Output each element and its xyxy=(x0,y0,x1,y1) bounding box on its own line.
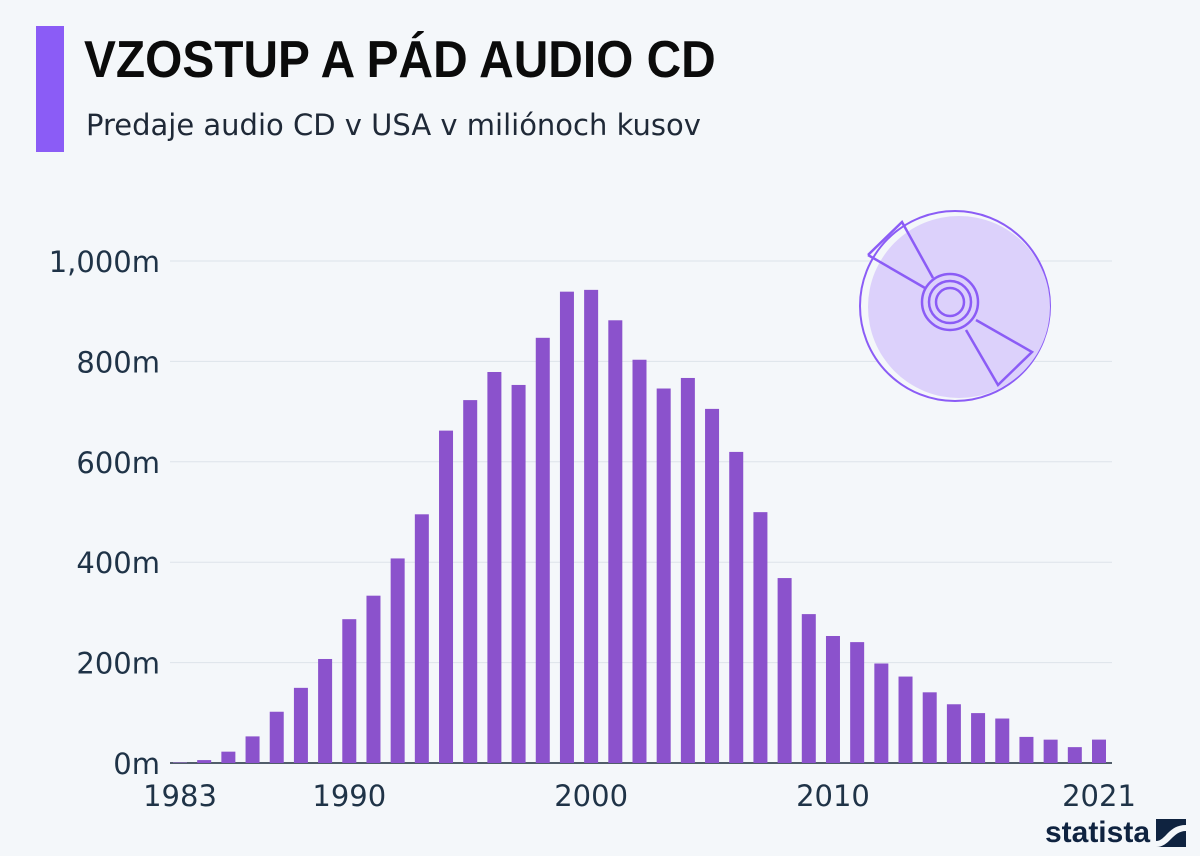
bar-2004 xyxy=(680,377,695,763)
bar-1995 xyxy=(463,400,478,763)
bar-1997 xyxy=(511,384,526,763)
bar-2021 xyxy=(1092,739,1106,763)
bar-1994 xyxy=(439,430,454,763)
statista-logo: statista xyxy=(1045,816,1186,850)
brand-name: statista xyxy=(1044,816,1150,849)
bar-1986 xyxy=(245,736,260,763)
bar-2019 xyxy=(1043,739,1058,763)
y-tick-label: 0m xyxy=(113,747,160,781)
bar-2008 xyxy=(777,578,792,763)
bar-2003 xyxy=(656,388,671,763)
y-tick-label: 200m xyxy=(76,647,160,681)
cd-disc-icon xyxy=(859,210,1051,402)
bar-1991 xyxy=(366,595,381,763)
statista-logo-icon xyxy=(1156,819,1186,847)
bar-2001 xyxy=(608,320,623,763)
bar-2017 xyxy=(995,718,1010,763)
bar-2005 xyxy=(705,408,720,763)
x-tick-label: 1983 xyxy=(143,779,217,813)
y-tick-label: 600m xyxy=(76,446,160,480)
bar-1985 xyxy=(221,751,236,763)
title-accent-bar xyxy=(36,26,64,152)
bar-2015 xyxy=(946,704,961,763)
bar-2012 xyxy=(874,663,889,763)
bar-2002 xyxy=(632,359,647,763)
bar-2000 xyxy=(584,289,599,763)
bar-2007 xyxy=(753,512,768,763)
bar-1990 xyxy=(342,619,357,763)
chart-subtitle: Predaje audio CD v USA v miliónoch kusov xyxy=(86,108,701,142)
bar-2011 xyxy=(850,642,865,763)
y-tick-label: 800m xyxy=(76,345,160,379)
bar-2020 xyxy=(1067,747,1082,763)
bar-1989 xyxy=(318,658,333,763)
bar-2016 xyxy=(971,713,986,763)
bar-2009 xyxy=(801,614,816,763)
bar-1999 xyxy=(559,291,574,763)
bar-1987 xyxy=(269,711,284,763)
bar-2018 xyxy=(1019,736,1034,763)
x-tick-label: 2010 xyxy=(796,779,870,813)
bar-1998 xyxy=(535,337,550,763)
bar-2014 xyxy=(922,692,937,763)
bar-1984 xyxy=(197,760,212,763)
bar-1996 xyxy=(487,371,502,763)
x-tick-label: 1990 xyxy=(312,779,386,813)
bar-2013 xyxy=(898,676,913,763)
y-tick-label: 1,000m xyxy=(49,245,160,279)
bar-1992 xyxy=(390,558,405,763)
chart-title: VZOSTUP A PÁD AUDIO CD xyxy=(84,31,716,89)
y-tick-label: 400m xyxy=(76,546,160,580)
x-tick-label: 2021 xyxy=(1062,779,1136,813)
bar-2010 xyxy=(825,635,840,763)
bar-1988 xyxy=(293,687,308,763)
x-tick-label: 2000 xyxy=(554,779,628,813)
bar-1993 xyxy=(414,514,429,763)
bar-2006 xyxy=(729,451,744,763)
